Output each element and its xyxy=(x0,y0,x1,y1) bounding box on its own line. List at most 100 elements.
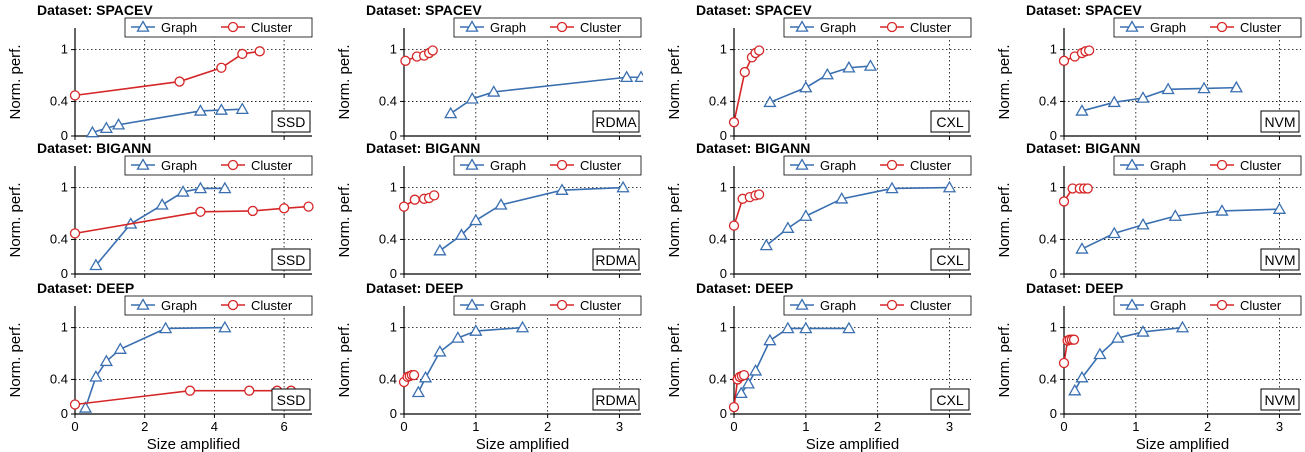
data-point xyxy=(755,46,764,55)
y-axis-label: Norm. perf. xyxy=(336,44,353,119)
data-point xyxy=(217,63,226,72)
data-point xyxy=(71,91,80,100)
series-graph xyxy=(736,323,855,397)
medium-label: RDMA xyxy=(593,111,639,132)
y-tick-label: 0 xyxy=(61,406,68,421)
legend-label-graph: Graph xyxy=(1150,298,1186,313)
subplot-title: Dataset: BIGANN xyxy=(37,140,151,156)
legend-label-cluster: Cluster xyxy=(251,298,293,313)
data-point xyxy=(115,344,126,354)
medium-text: RDMA xyxy=(595,392,637,408)
y-tick-label: 1 xyxy=(61,320,68,335)
legend-marker-cluster xyxy=(888,161,897,170)
x-tick-label: 2 xyxy=(874,419,881,434)
series-line xyxy=(1075,328,1183,391)
medium-label: RDMA xyxy=(593,389,639,410)
medium-text: SSD xyxy=(277,252,306,268)
data-point xyxy=(750,365,761,375)
subplot-8: Dataset: BIGANNNorm. perf.00.41Graph Clus… xyxy=(996,140,1301,281)
x-axis-label: Size amplified xyxy=(147,436,240,452)
x-tick-label: 3 xyxy=(946,419,953,434)
legend: Graph Cluster xyxy=(454,156,641,175)
data-point xyxy=(175,77,184,86)
series-cluster xyxy=(730,190,764,230)
legend-label-cluster: Cluster xyxy=(580,20,622,35)
series-cluster xyxy=(730,46,764,127)
data-point xyxy=(90,371,101,381)
legend-label-graph: Graph xyxy=(820,158,856,173)
data-point xyxy=(1070,335,1079,344)
data-point xyxy=(413,387,424,397)
data-point xyxy=(1274,204,1285,214)
y-axis-label: Norm. perf. xyxy=(7,44,24,119)
y-tick-label: 0.4 xyxy=(709,93,727,108)
x-tick-label: 0 xyxy=(71,419,78,434)
y-axis-label: Norm. perf. xyxy=(666,322,683,397)
data-point xyxy=(157,199,168,209)
medium-label: NVM xyxy=(1261,389,1299,410)
legend-label-cluster: Cluster xyxy=(580,298,622,313)
data-point xyxy=(800,82,811,92)
data-point xyxy=(410,371,419,380)
y-tick-label: 0 xyxy=(390,406,397,421)
data-point xyxy=(1060,197,1069,206)
data-point xyxy=(1069,385,1080,395)
medium-label: CXL xyxy=(931,249,969,270)
legend-label-graph: Graph xyxy=(161,298,197,313)
data-point xyxy=(71,400,80,409)
data-point xyxy=(764,335,775,345)
medium-text: SSD xyxy=(277,114,306,130)
series-graph xyxy=(90,183,230,270)
subplot-title: Dataset: BIGANN xyxy=(1026,140,1140,156)
legend-label-graph: Graph xyxy=(820,20,856,35)
medium-label: SSD xyxy=(272,249,310,270)
subplot-1: Dataset: SPACEVNorm. perf.00.41Graph Clus… xyxy=(7,2,312,143)
series-cluster xyxy=(400,371,419,387)
data-point xyxy=(420,372,431,382)
data-point xyxy=(401,56,410,65)
subplot-5: Dataset: BIGANN Norm. perf. 0 0.4 1 Graph Clus… xyxy=(7,140,313,281)
legend-label-cluster: Cluster xyxy=(251,20,293,35)
medium-text: CXL xyxy=(936,392,963,408)
y-tick-label: 0.4 xyxy=(1039,371,1057,386)
y-tick-label: 1 xyxy=(390,180,397,195)
legend-label-graph: Graph xyxy=(1150,158,1186,173)
legend-label-graph: Graph xyxy=(490,298,526,313)
series-graph xyxy=(1076,204,1285,253)
legend: Graph Cluster xyxy=(784,18,971,37)
series-graph xyxy=(80,322,230,412)
y-axis-label: Norm. perf. xyxy=(996,44,1013,119)
medium-label: NVM xyxy=(1261,249,1299,270)
legend-label-graph: Graph xyxy=(1150,20,1186,35)
medium-label: NVM xyxy=(1261,111,1299,132)
data-point xyxy=(304,202,313,211)
data-point xyxy=(1060,56,1069,65)
y-tick-label: 0 xyxy=(720,266,727,281)
legend-marker-cluster xyxy=(1218,161,1227,170)
legend-marker-cluster xyxy=(229,161,238,170)
legend-label-graph: Graph xyxy=(161,158,197,173)
subplot-4: Dataset: SPACEVNorm. perf.00.41Graph Clus… xyxy=(996,2,1301,143)
data-point xyxy=(248,206,257,215)
legend: Graph Cluster xyxy=(784,156,971,175)
subplot-title: Dataset: BIGANN xyxy=(366,140,480,156)
legend-marker-cluster xyxy=(558,301,567,310)
series-cluster xyxy=(1060,46,1094,65)
data-point xyxy=(428,46,437,55)
data-point xyxy=(865,61,876,71)
data-point xyxy=(740,371,749,380)
data-point xyxy=(1076,243,1087,253)
y-tick-label: 1 xyxy=(720,320,727,335)
y-axis-label: Norm. perf. xyxy=(996,322,1013,397)
y-tick-label: 1 xyxy=(720,42,727,57)
legend-marker-cluster xyxy=(558,161,567,170)
data-point xyxy=(800,211,811,221)
subplot-9: Dataset: DEEP Norm. perf. 0 0.4 1 0 2 4 6 Size am… xyxy=(7,280,312,452)
y-tick-label: 1 xyxy=(390,320,397,335)
legend: Graph Cluster xyxy=(1114,156,1301,175)
data-point xyxy=(1060,359,1069,368)
series-graph xyxy=(434,182,628,255)
x-tick-label: 2 xyxy=(1204,419,1211,434)
series-line xyxy=(741,328,849,393)
legend-label-cluster: Cluster xyxy=(251,158,293,173)
